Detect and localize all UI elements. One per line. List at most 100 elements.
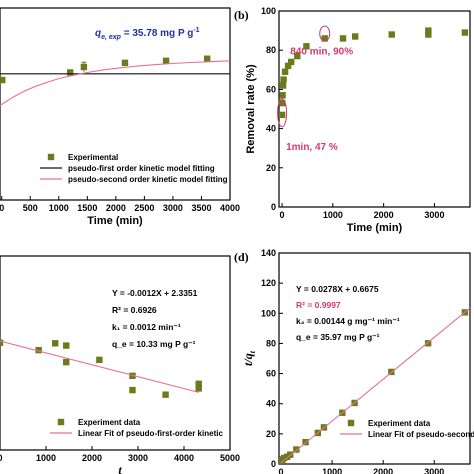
series-a-2 [0, 60, 230, 106]
x-tick-label-b-0: 0 [280, 210, 285, 220]
x-tick-label-a-2: 1000 [49, 203, 69, 213]
equation-line-c-0: Y = -0.0012X + 2.3351 [112, 288, 198, 298]
data-point-b-0-6 [284, 62, 292, 70]
y-tick-label-b-5: 100 [261, 6, 276, 16]
data-point-b-0-3 [279, 82, 287, 89]
equation-line-d-1: R² = 0.9997 [296, 300, 341, 310]
equation-line-c-3: q_e = 10.33 mg P g⁻¹ [112, 339, 196, 349]
series-line-a-2 [0, 60, 230, 106]
x-tick-label-b-3: 3000 [424, 210, 444, 220]
x-tick-label-a-4: 2000 [106, 203, 126, 213]
data-point-b-0-5 [281, 68, 289, 75]
plot-frame-c [0, 255, 231, 451]
y-tick-label-b-2: 40 [266, 124, 276, 134]
data-point-b-0-9 [303, 43, 310, 50]
panel-label-b: (b) [234, 8, 249, 22]
x-axis-label-a: Time (min) [87, 215, 143, 227]
x-tick-label-c-4: 4000 [174, 453, 194, 463]
x-tick-label-d-2: 2000 [373, 467, 393, 474]
data-point-c-0-0 [0, 339, 4, 346]
data-point-b-0-11 [339, 35, 347, 42]
equation-line-c-1: R² = 0.6926 [112, 305, 157, 315]
data-point-a-0-1 [66, 69, 74, 76]
data-point-c-0-5 [96, 356, 103, 364]
y-tick-label-d-3: 60 [266, 369, 276, 379]
data-point-a-0-0 [0, 76, 6, 84]
legend-marker-d-0 [347, 419, 355, 427]
x-tick-label-a-5: 2500 [134, 203, 154, 213]
annotation-label-b-1: 1min, 47 % [286, 142, 338, 153]
x-tick-label-a-0: 0 [0, 203, 4, 213]
equation-line-d-2: k₂ = 0.00144 g mg⁻¹ min⁻¹ [296, 316, 400, 326]
data-point-b-0-10 [321, 35, 328, 42]
series-c-0 [0, 339, 202, 398]
data-point-a-0-5 [203, 55, 211, 62]
data-point-b-0-13 [388, 31, 395, 38]
data-point-c-0-2 [52, 340, 59, 347]
legend-label-c-0: Experiment data [78, 418, 141, 427]
y-tick-label-b-3: 60 [266, 84, 276, 94]
data-point-b-0-15 [425, 27, 432, 34]
x-tick-label-d-0: 0 [279, 467, 284, 474]
data-point-c-0-8 [162, 391, 169, 398]
legend-label-d-0: Experiment data [368, 419, 431, 428]
y-tick-label-b-4: 80 [266, 45, 276, 55]
legend-marker-c-0 [57, 418, 65, 426]
x-tick-label-b-2: 2000 [374, 210, 394, 220]
chart-b: 0 1000 2000 3000 0 20 40 60 80 100 Time (min) Remov… [234, 6, 471, 234]
series-d-1 [280, 307, 470, 464]
x-axis-label-c: t [118, 463, 122, 474]
legend-marker-a-0 [47, 153, 55, 161]
y-tick-label-b-0: 0 [271, 202, 276, 212]
data-point-c-0-10 [195, 385, 202, 392]
plot-frame-d [278, 252, 471, 465]
plot-frame-a [0, 7, 231, 201]
data-point-a-0-4 [162, 57, 170, 64]
x-axis-label-b: Time (min) [347, 222, 403, 234]
plot-frame-b [278, 10, 471, 208]
x-tick-label-c-3: 3000 [128, 453, 148, 463]
x-tick-label-d-3: 3000 [424, 467, 444, 474]
data-point-d-0-6 [287, 451, 294, 458]
series-c-1 [0, 340, 199, 393]
y-axis-label-d: t/qt [241, 350, 257, 366]
data-point-b-0-7 [287, 58, 295, 66]
x-tick-label-c-1: 1000 [36, 453, 56, 463]
y-tick-label-d-1: 20 [266, 429, 276, 439]
data-point-a-0-3 [121, 59, 129, 67]
x-tick-label-a-3: 1500 [77, 203, 97, 213]
x-tick-label-a-8: 4000 [220, 203, 240, 213]
x-tick-label-a-1: 500 [23, 203, 38, 213]
data-point-b-0-8 [294, 52, 301, 60]
x-tick-label-c-2: 2000 [82, 453, 102, 463]
data-point-b-0-0 [279, 111, 286, 119]
equation-line-d-3: q_e = 35.97 mg P g⁻¹ [296, 332, 380, 342]
y-axis-label-b: Removal rate (%) [245, 64, 257, 154]
data-point-b-0-12 [351, 33, 359, 40]
annotation-label-b-0: 840 min, 90% [290, 47, 353, 58]
chart-c: 0 1000 2000 3000 4000 5000 t Y = -0.0012X + 2.3… [0, 255, 240, 474]
y-tick-label-d-6: 120 [261, 278, 276, 288]
panel-label-d: (d) [234, 250, 249, 264]
data-point-b-0-1 [279, 99, 286, 107]
y-tick-label-d-5: 100 [261, 308, 276, 318]
legend-label-a-0: Experimental [68, 153, 118, 162]
legend-label-a-2: pseudo-second order kinetic model fittin… [68, 175, 228, 184]
data-point-d-0-8 [302, 438, 309, 446]
y-tick-label-d-4: 80 [266, 338, 276, 348]
annotation-ellipse-b-0 [319, 25, 331, 42]
y-tick-label-d-7: 140 [261, 248, 276, 258]
series-b-0 [279, 27, 469, 119]
equation-line-c-2: k₁ = 0.0012 min⁻¹ [112, 322, 181, 332]
data-point-d-0-14 [424, 340, 432, 347]
legend-label-a-1: pseudo-first order kinetic model fitting [68, 164, 215, 173]
x-tick-label-b-1: 1000 [323, 210, 343, 220]
annotation-ellipse-b-1 [277, 98, 288, 128]
annotation-qe-exp: qe, exp = 35.78 mg P g-1 [95, 27, 200, 41]
legend-label-d-1: Linear Fit of pseudo-second [368, 430, 474, 439]
x-tick-label-a-6: 3000 [163, 203, 183, 213]
chart-d: 0100020003000020406080100120140tt/qt(d)Y… [234, 248, 474, 474]
